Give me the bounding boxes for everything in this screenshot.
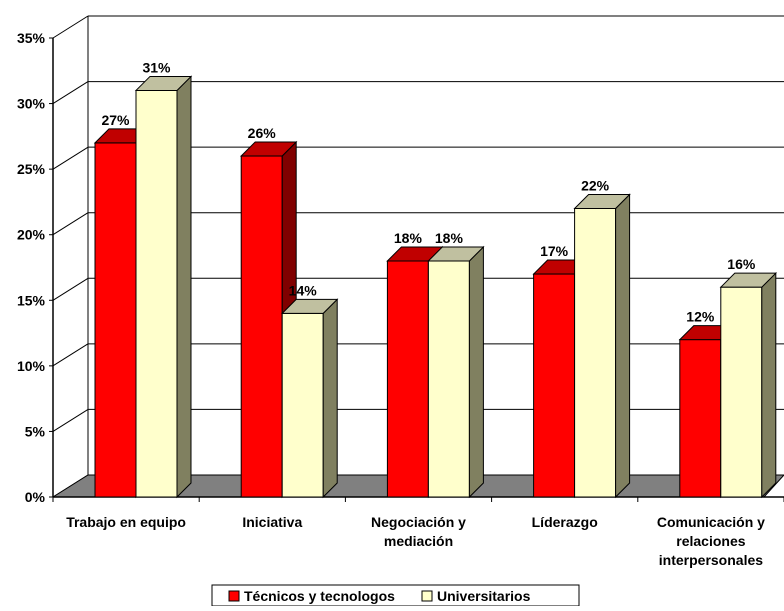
bar-tecnicos	[386, 260, 429, 498]
bar-universitarios	[281, 312, 324, 498]
data-label: 12%	[686, 309, 715, 325]
gridline-diagonal	[52, 146, 89, 170]
x-category-label: Iniciativa	[242, 514, 302, 530]
bar-top-universitarios	[427, 246, 485, 262]
data-label: 26%	[248, 125, 277, 141]
y-tick-label: 20%	[17, 227, 46, 243]
y-tick-label: 15%	[17, 292, 46, 308]
bar-side-universitarios	[761, 271, 777, 499]
bar-top-universitarios	[134, 75, 193, 91]
bar-side-universitarios	[615, 193, 631, 499]
data-label: 31%	[142, 59, 171, 75]
bar-top-universitarios	[719, 272, 778, 288]
gridline-diagonal	[52, 212, 89, 236]
data-label: 27%	[101, 112, 130, 128]
bar-universitarios	[720, 286, 763, 498]
x-category-label: Trabajo en equipo	[66, 514, 186, 530]
x-category-label: Negociación y	[371, 514, 466, 530]
y-tick-label: 10%	[17, 358, 46, 374]
y-tick-label: 25%	[17, 161, 46, 177]
legend-swatch-universitarios	[421, 590, 433, 602]
gridline-diagonal	[52, 409, 89, 432]
data-label: 18%	[394, 230, 423, 246]
x-category-label: Comunicación y	[657, 514, 765, 530]
bar-universitarios	[135, 89, 178, 498]
bar-top-universitarios	[280, 298, 339, 314]
bar-tecnicos	[240, 155, 283, 498]
bar-universitarios	[427, 260, 470, 498]
bar-tecnicos	[679, 339, 722, 498]
data-label: 17%	[540, 243, 569, 259]
y-tick-label: 0%	[25, 489, 46, 505]
data-label: 14%	[289, 282, 318, 298]
data-label: 22%	[581, 177, 610, 193]
x-category-label: Líderazgo	[532, 514, 598, 530]
y-tick-label: 5%	[25, 423, 46, 439]
bar-side-universitarios	[322, 298, 338, 499]
gridline-diagonal	[52, 15, 89, 39]
bar-side-universitarios	[468, 245, 484, 499]
gridline-diagonal	[52, 81, 89, 104]
gridline-diagonal	[52, 343, 89, 367]
data-label: 18%	[435, 230, 464, 246]
legend-label-tecnicos: Técnicos y tecnologos	[244, 588, 395, 604]
bar-tecnicos	[533, 273, 576, 498]
x-category-label: interpersonales	[659, 552, 763, 568]
bar-tecnicos	[94, 142, 137, 498]
legend-label-universitarios: Universitarios	[437, 588, 531, 604]
bar-side-universitarios	[176, 75, 192, 499]
data-label: 16%	[727, 256, 756, 272]
bar-top-tecnicos	[239, 141, 298, 157]
gridline-diagonal	[52, 277, 89, 301]
bar-universitarios	[574, 207, 617, 498]
x-category-label: relaciones	[676, 533, 745, 549]
x-category-label: mediación	[384, 533, 453, 549]
legend-swatch-tecnicos	[228, 590, 240, 602]
y-tick-label: 30%	[17, 96, 46, 112]
y-tick-label: 35%	[17, 30, 46, 46]
bar-top-universitarios	[573, 193, 631, 209]
